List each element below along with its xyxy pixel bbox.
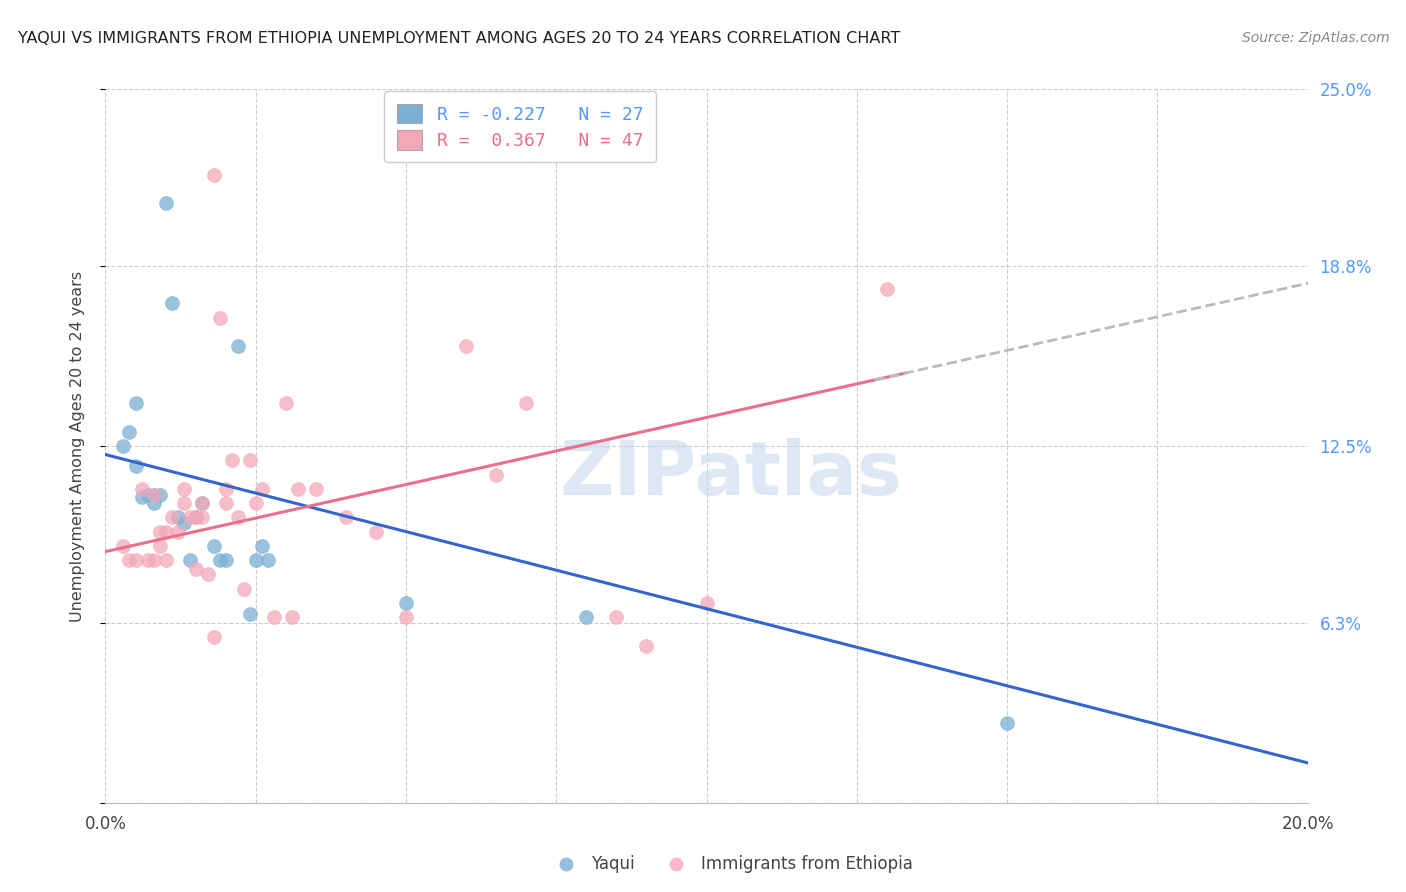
Y-axis label: Unemployment Among Ages 20 to 24 years: Unemployment Among Ages 20 to 24 years [70,270,84,622]
Point [876,282,898,296]
Point [124,553,146,567]
Point [305,482,328,496]
Point [148,487,170,501]
Point [155,553,177,567]
Point [208,553,231,567]
Point [131,491,153,505]
Point [118,425,141,439]
Point [184,562,207,576]
Point [148,524,170,539]
Point [136,553,159,567]
Point [173,482,195,496]
Point [245,496,267,510]
Point [239,453,262,467]
Point [250,482,273,496]
Point [179,510,201,524]
Point [696,596,718,610]
Legend: Yaqui, Immigrants from Ethiopia: Yaqui, Immigrants from Ethiopia [543,848,920,880]
Point [256,553,278,567]
Point [190,510,212,524]
Point [239,607,262,622]
Point [335,510,357,524]
Point [208,310,231,325]
Point [166,524,188,539]
Point [118,553,141,567]
Text: Source: ZipAtlas.com: Source: ZipAtlas.com [1241,31,1389,45]
Point [160,510,183,524]
Point [124,396,146,410]
Point [214,553,236,567]
Point [142,553,165,567]
Point [214,496,236,510]
Point [395,610,418,624]
Point [160,296,183,310]
Point [179,553,201,567]
Point [202,168,225,182]
Point [281,610,304,624]
Point [197,567,219,582]
Point [112,439,135,453]
Point [250,539,273,553]
Point [221,453,243,467]
Point [636,639,658,653]
Text: YAQUI VS IMMIGRANTS FROM ETHIOPIA UNEMPLOYMENT AMONG AGES 20 TO 24 YEARS CORRELA: YAQUI VS IMMIGRANTS FROM ETHIOPIA UNEMPL… [18,31,900,46]
Point [605,610,627,624]
Point [136,487,159,501]
Legend: R = -0.227   N = 27, R =  0.367   N = 47: R = -0.227 N = 27, R = 0.367 N = 47 [384,91,657,162]
Point [112,539,135,553]
Point [166,510,188,524]
Point [190,496,212,510]
Point [485,467,508,482]
Point [148,539,170,553]
Point [232,582,254,596]
Point [575,610,598,624]
Point [142,487,165,501]
Point [202,630,225,644]
Point [395,596,418,610]
Point [995,715,1018,730]
Point [214,482,236,496]
Text: ZIPatlas: ZIPatlas [560,438,901,511]
Point [274,396,297,410]
Point [184,510,207,524]
Point [184,510,207,524]
Point [155,196,177,211]
Point [226,339,249,353]
Point [364,524,387,539]
Point [287,482,309,496]
Point [173,496,195,510]
Point [245,553,267,567]
Point [142,496,165,510]
Point [131,482,153,496]
Point [263,610,285,624]
Point [173,516,195,530]
Point [190,496,212,510]
Point [124,458,146,473]
Point [226,510,249,524]
Point [155,524,177,539]
Point [454,339,477,353]
Point [202,539,225,553]
Point [142,487,165,501]
Point [515,396,537,410]
